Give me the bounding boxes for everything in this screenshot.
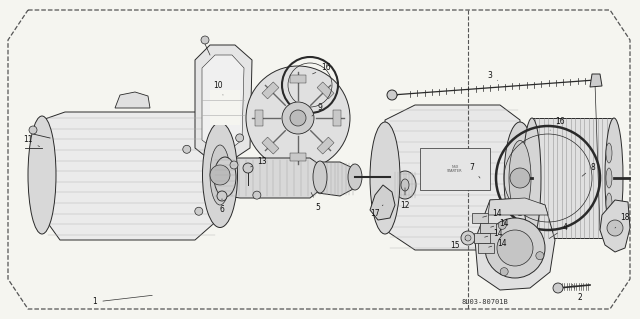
Circle shape — [253, 191, 261, 199]
Ellipse shape — [394, 171, 416, 199]
Text: 8: 8 — [582, 162, 595, 176]
Ellipse shape — [202, 122, 237, 227]
Text: 2: 2 — [572, 285, 582, 302]
Polygon shape — [385, 105, 520, 250]
Circle shape — [246, 66, 350, 170]
Text: 16: 16 — [550, 117, 565, 130]
Text: 9: 9 — [312, 103, 323, 116]
Ellipse shape — [509, 140, 531, 216]
Ellipse shape — [210, 145, 230, 205]
Ellipse shape — [606, 143, 612, 163]
Ellipse shape — [523, 118, 541, 238]
Circle shape — [499, 221, 506, 229]
Circle shape — [290, 110, 306, 126]
Ellipse shape — [504, 122, 536, 234]
Circle shape — [510, 168, 530, 188]
Ellipse shape — [370, 122, 400, 234]
Polygon shape — [478, 243, 494, 253]
Circle shape — [500, 268, 508, 276]
Polygon shape — [202, 55, 244, 150]
Text: 5: 5 — [311, 192, 321, 211]
Circle shape — [465, 235, 471, 241]
Ellipse shape — [313, 161, 327, 193]
Text: 14: 14 — [484, 228, 503, 238]
Circle shape — [243, 163, 253, 173]
Text: NSX
STARTER: NSX STARTER — [447, 165, 463, 173]
Text: 6: 6 — [220, 199, 225, 214]
Polygon shape — [262, 137, 279, 154]
Text: 18: 18 — [615, 213, 630, 228]
Circle shape — [387, 90, 397, 100]
Ellipse shape — [401, 179, 409, 191]
Text: 14: 14 — [491, 219, 509, 227]
Text: 1: 1 — [93, 295, 152, 307]
Ellipse shape — [28, 116, 56, 234]
Polygon shape — [290, 153, 306, 161]
Ellipse shape — [606, 193, 612, 213]
Text: 16: 16 — [312, 63, 331, 74]
Text: 17: 17 — [370, 205, 383, 218]
Polygon shape — [590, 74, 602, 87]
Polygon shape — [600, 200, 630, 252]
Circle shape — [607, 220, 623, 236]
Circle shape — [553, 283, 563, 293]
Text: 14: 14 — [489, 239, 507, 248]
Polygon shape — [290, 75, 306, 83]
Circle shape — [201, 36, 209, 44]
Polygon shape — [474, 233, 490, 243]
Circle shape — [183, 145, 191, 153]
Text: 10: 10 — [213, 80, 223, 95]
Polygon shape — [472, 213, 488, 223]
Text: 11: 11 — [23, 136, 40, 147]
Circle shape — [461, 231, 475, 245]
Text: 4: 4 — [549, 224, 568, 239]
Circle shape — [536, 252, 544, 260]
Text: 13: 13 — [250, 158, 267, 167]
Ellipse shape — [605, 118, 623, 238]
Text: 15: 15 — [450, 239, 465, 249]
Polygon shape — [333, 110, 341, 126]
Polygon shape — [475, 198, 555, 290]
Circle shape — [210, 165, 230, 185]
Polygon shape — [115, 92, 150, 108]
Polygon shape — [42, 112, 220, 240]
Circle shape — [195, 207, 203, 215]
Circle shape — [230, 161, 238, 169]
Polygon shape — [317, 82, 334, 99]
Polygon shape — [480, 223, 496, 233]
Ellipse shape — [348, 164, 362, 190]
Ellipse shape — [214, 157, 236, 197]
Polygon shape — [317, 137, 334, 154]
Circle shape — [485, 218, 545, 278]
Polygon shape — [532, 118, 614, 238]
Polygon shape — [255, 110, 263, 126]
Polygon shape — [220, 158, 320, 198]
Text: 7: 7 — [470, 162, 480, 178]
Circle shape — [497, 230, 533, 266]
Circle shape — [236, 134, 244, 142]
Polygon shape — [318, 162, 355, 196]
Circle shape — [217, 191, 227, 201]
Bar — [420, 148, 490, 190]
Text: 3: 3 — [488, 70, 498, 80]
Polygon shape — [370, 185, 395, 220]
Text: 14: 14 — [483, 209, 502, 218]
Polygon shape — [262, 82, 279, 99]
Circle shape — [29, 126, 37, 134]
Polygon shape — [488, 198, 548, 215]
Ellipse shape — [606, 168, 612, 188]
Polygon shape — [195, 45, 252, 160]
Text: 12: 12 — [400, 188, 410, 210]
Text: 8L03-80701B: 8L03-80701B — [462, 299, 509, 305]
Circle shape — [282, 102, 314, 134]
Polygon shape — [210, 90, 240, 125]
